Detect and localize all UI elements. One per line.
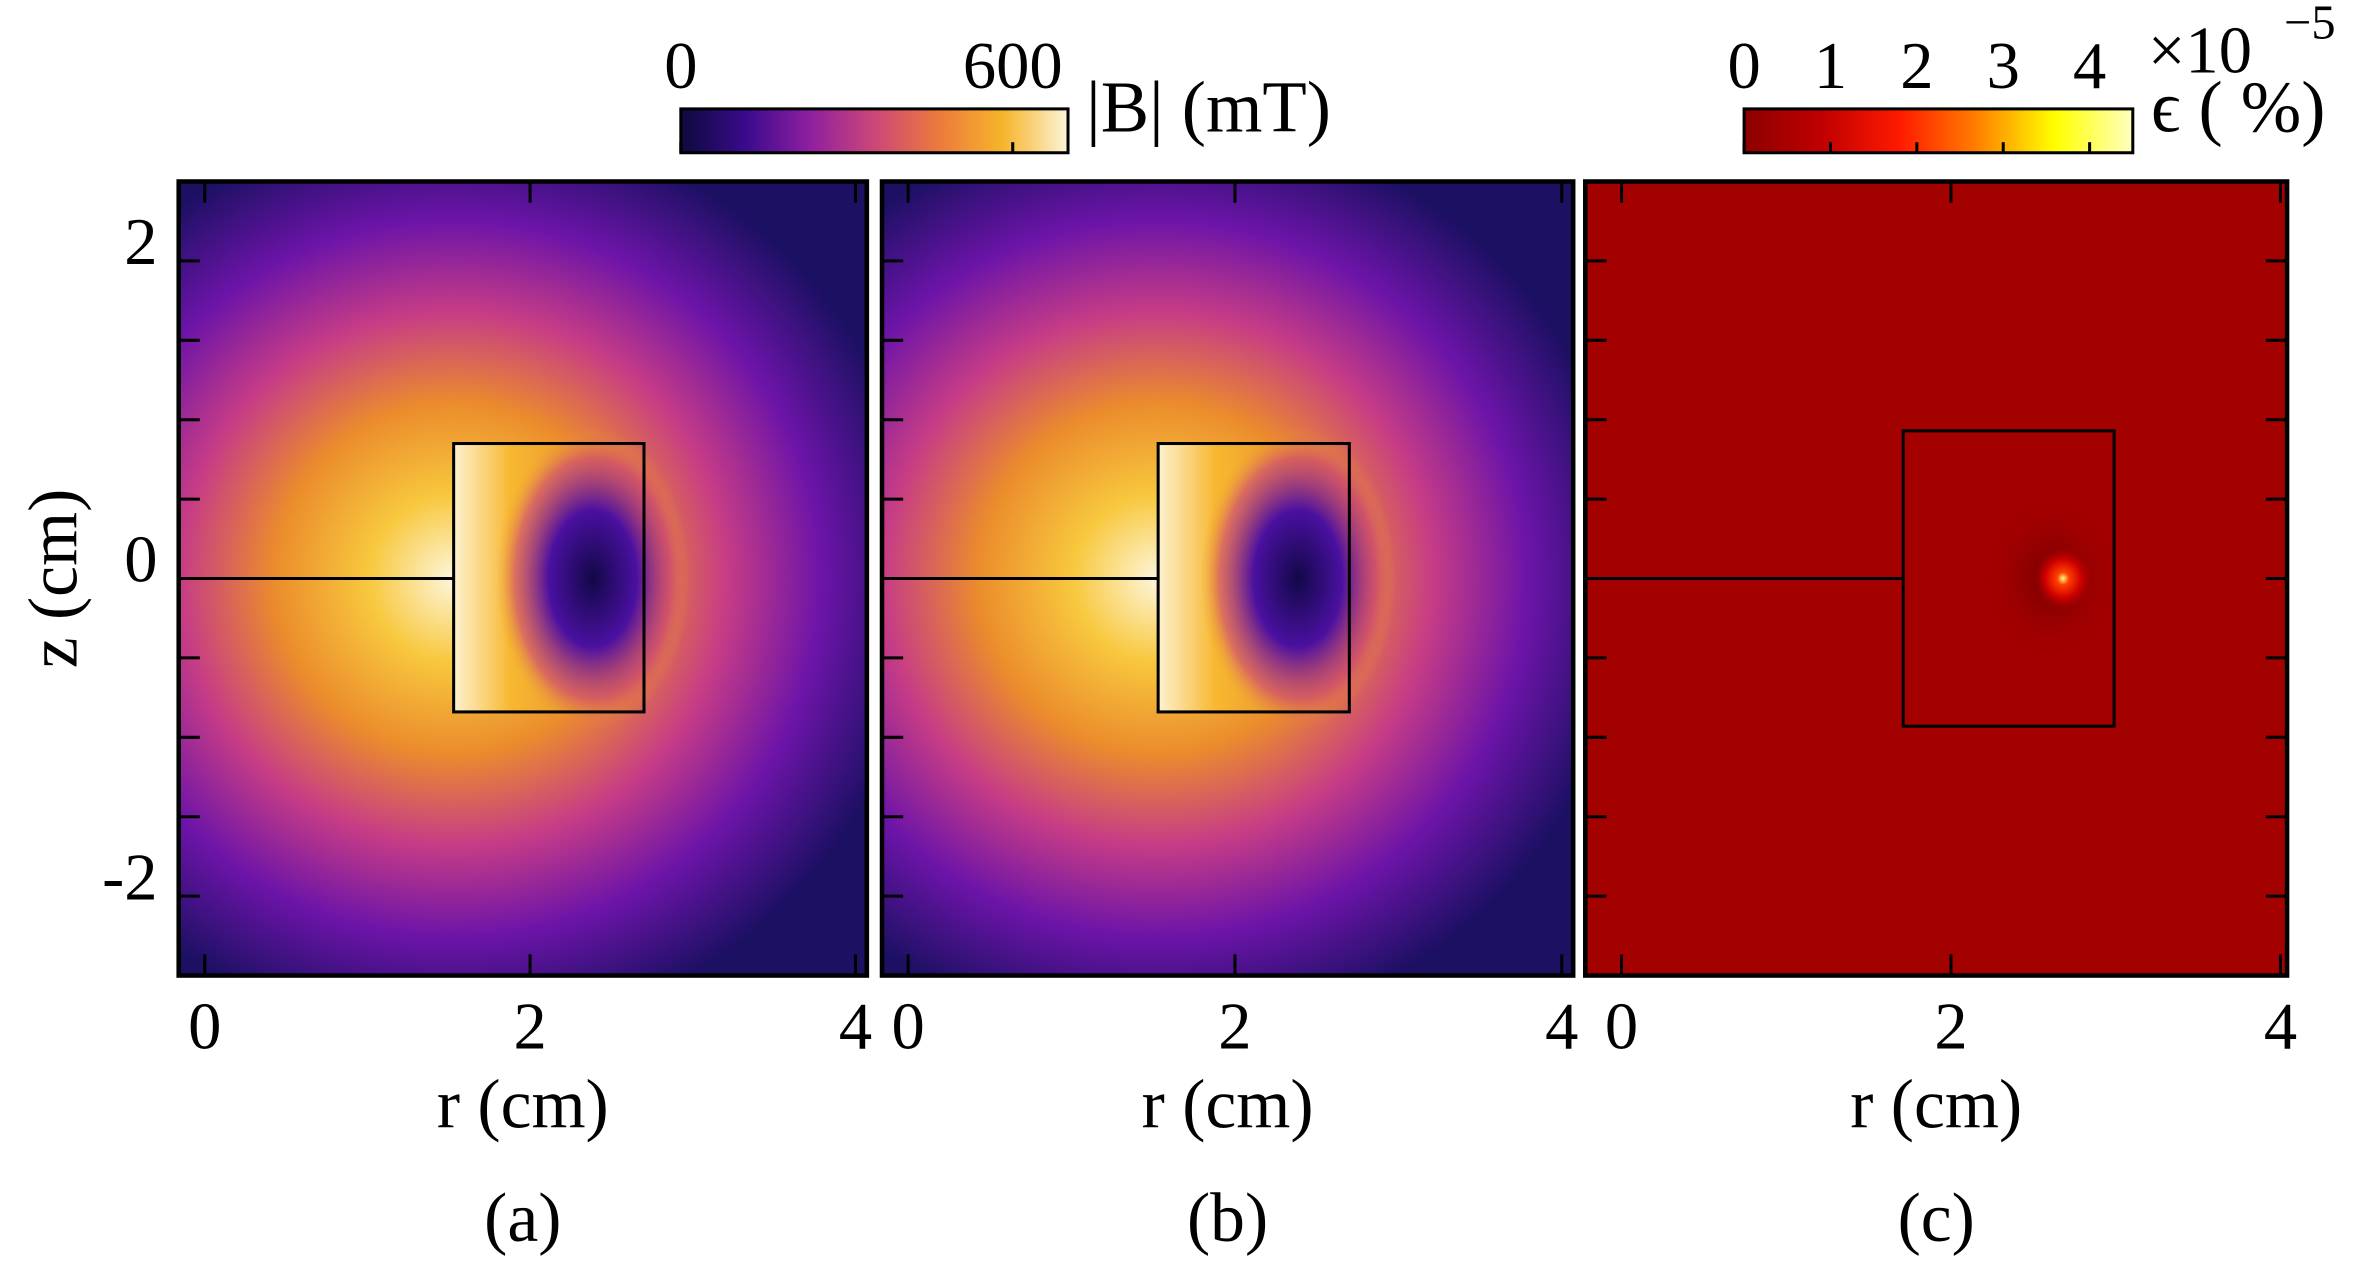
colorbar	[679, 107, 1070, 155]
colorbar-tick-label: 0	[1727, 30, 1760, 103]
y-tick-label: -2	[102, 841, 157, 914]
x-tick-label: 0	[892, 990, 925, 1063]
colorbar-tick-label: 2	[1900, 30, 1933, 103]
x-axis-label: r (cm)	[1850, 1067, 2022, 1144]
x-tick-label: 0	[188, 990, 221, 1063]
x-axis-label: r (cm)	[1142, 1067, 1314, 1144]
x-tick-label: 4	[839, 990, 872, 1063]
colorbar-exponent: −5	[2284, 0, 2335, 49]
colorbar-label: ϵ ( %)	[2151, 67, 2325, 148]
y-axis-label: z (cm)	[16, 489, 93, 669]
x-tick-label: 2	[1934, 990, 1967, 1063]
colorbar-tick-label: 1	[1814, 30, 1847, 103]
y-tick-label: 0	[124, 524, 157, 597]
colorbar-multiplier: ×10	[2148, 15, 2252, 88]
colorbar-tick-label: 0	[664, 30, 697, 103]
colorbar-tick-label: 600	[963, 30, 1063, 103]
x-tick-label: 2	[513, 990, 546, 1063]
x-tick-label: 4	[1545, 990, 1578, 1063]
x-axis-label: r (cm)	[437, 1067, 609, 1144]
x-tick-label: 4	[2264, 990, 2297, 1063]
panel-label: (c)	[1898, 1180, 1975, 1257]
x-tick-label: 2	[1218, 990, 1251, 1063]
colorbar-label: |B| (mT)	[1086, 67, 1331, 148]
field-peak	[2033, 546, 2093, 611]
x-tick-label: 0	[1605, 990, 1638, 1063]
plot-frame	[176, 179, 870, 978]
colorbar	[1742, 107, 2135, 155]
heatmap	[178, 181, 867, 976]
panel-label: (a)	[484, 1180, 561, 1257]
y-tick-label: 2	[124, 206, 157, 279]
panel-label: (b)	[1187, 1180, 1268, 1257]
field-minimum	[1199, 427, 1396, 730]
field-minimum	[495, 427, 691, 730]
colorbar-tick-label: 3	[1987, 30, 2020, 103]
colorbar-tick-label: 4	[2073, 30, 2106, 103]
